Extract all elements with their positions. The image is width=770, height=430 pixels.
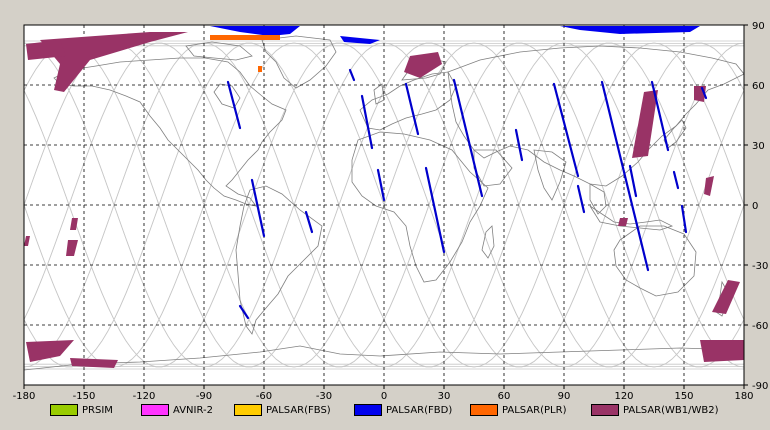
swath-wb-pacific [704,176,714,196]
y-tick-label: 0 [752,201,758,212]
x-tick-label: 150 [674,391,693,400]
swath-fbd-arctic-2 [560,26,700,34]
swath-wb-antarctic-1 [26,340,74,362]
swath-fbd-pass [360,94,374,150]
coastline-arctic-islands [185,41,253,61]
y-tick-label: -60 [752,321,768,332]
swath-fbd-arctic-3 [340,36,380,44]
x-tick-label: -60 [256,391,272,400]
legend-swatch-prsim [50,404,78,416]
swath-wb-nw-corner [26,40,66,60]
x-tick-label: 0 [381,391,387,400]
legend-swatch-avnir2 [141,404,169,416]
legend-item-palsar-fbs: PALSAR(FBS) [234,403,331,417]
map-grid [24,25,744,385]
swath-wb-south-pacific-2 [66,240,78,256]
legend-swatch-palsar-wb [591,404,619,416]
swath-fbd-pass [250,178,266,238]
swath-wb-tasman [712,280,740,314]
legend-swatch-palsar-plr [470,404,498,416]
swath-plr-2 [258,66,262,72]
y-tick-label: 90 [752,21,765,32]
legend-item-palsar-fbd: PALSAR(FBD) [354,403,452,417]
swath-fbd-pass [576,184,586,214]
swath-wb-scandinavia [404,52,442,78]
swath-wb-south-pacific-3 [24,236,30,246]
swath-wb-indonesia [618,218,628,226]
swath-wb-south-pacific-1 [70,218,78,230]
swath-fbd-pass [650,80,670,152]
legend-item-avnir2: AVNIR-2 [141,403,213,417]
coastlines [23,35,745,371]
coastline-india [533,149,567,201]
swath-fbd-pass [238,304,250,320]
legend-label-palsar-wb: PALSAR(WB1/WB2) [623,404,719,416]
swath-wb-antarctic-2 [70,358,118,368]
swath-fbd-pass [514,128,524,162]
swath-fbd-pass [304,210,314,234]
swath-fbd-pass [700,86,708,100]
swath-wb-east-asia [632,90,658,158]
x-tick-label: -150 [73,391,96,400]
swath-wb-alaska [40,32,188,92]
coverage-map: -180 -150 -120 -90 -60 -30 0 30 60 90 120 150 180 90… [13,21,769,400]
x-tick-label: -90 [196,391,212,400]
swath-fbd-pass [452,78,484,198]
legend-item-prsim: PRSIM [50,403,113,417]
legend-item-palsar-plr: PALSAR(PLR) [470,403,566,417]
x-tick-labels: -180 -150 -120 -90 -60 -30 0 30 60 90 120 150 180 [13,385,754,400]
x-tick-label: -120 [133,391,156,400]
y-tick-label: -90 [752,381,768,392]
coastline-australia [613,225,697,297]
coastline-arabia [473,149,513,187]
swath-fbd-pass [424,166,446,254]
legend-label-palsar-fbs: PALSAR(FBS) [266,404,331,416]
coastline-south-america [235,185,323,335]
swath-fbd-pass [552,82,580,178]
swath-fbd-pass [404,82,420,136]
coastline-europe [359,71,457,131]
swath-fbd-pass [672,170,680,190]
swath-fbd-pass [600,80,650,272]
coastline-hudson-bay [213,83,241,109]
y-tick-label: 60 [752,81,765,92]
x-tick-label: -180 [13,391,36,400]
coastline-north-america [53,57,287,207]
y-tick-label: 30 [752,141,765,152]
legend-label-prsim: PRSIM [82,404,113,416]
legend-label-avnir2: AVNIR-2 [173,404,213,416]
x-tick-label: 180 [734,391,753,400]
swath-wb-antarctic-3 [700,340,744,362]
coastline-indonesia [589,205,674,231]
coastline-antarctica [23,345,745,371]
coastline-southeast-asia [589,183,607,215]
swath-fbd-pass [348,68,356,82]
legend-item-palsar-wb: PALSAR(WB1/WB2) [591,403,719,417]
y-tick-label: -30 [752,261,768,272]
legend-swatch-palsar-fbs [234,404,262,416]
legend: PRSIM AVNIR-2 PALSAR(FBS) PALSAR(FBD) PA… [0,400,770,424]
legend-label-palsar-plr: PALSAR(PLR) [502,404,567,416]
y-tick-labels: 90 60 30 0 -30 -60 -90 [744,21,768,392]
legend-swatch-palsar-fbd [354,404,382,416]
x-tick-label: 60 [498,391,511,400]
legend-label-palsar-fbd: PALSAR(FBD) [386,404,453,416]
x-tick-label: -30 [316,391,332,400]
coastline-greenland [261,35,337,89]
observation-swaths [24,26,744,368]
x-tick-label: 30 [438,391,451,400]
swath-fbd-pass [680,204,688,234]
swath-fbd-pass [628,164,638,198]
x-tick-label: 90 [558,391,571,400]
x-tick-label: 120 [614,391,633,400]
swath-plr-1 [210,35,280,40]
swath-fbd-arctic [210,26,300,36]
coastline-madagascar [481,225,495,259]
swath-fbd-pass [376,168,386,202]
swath-fbd-pass [226,80,242,130]
